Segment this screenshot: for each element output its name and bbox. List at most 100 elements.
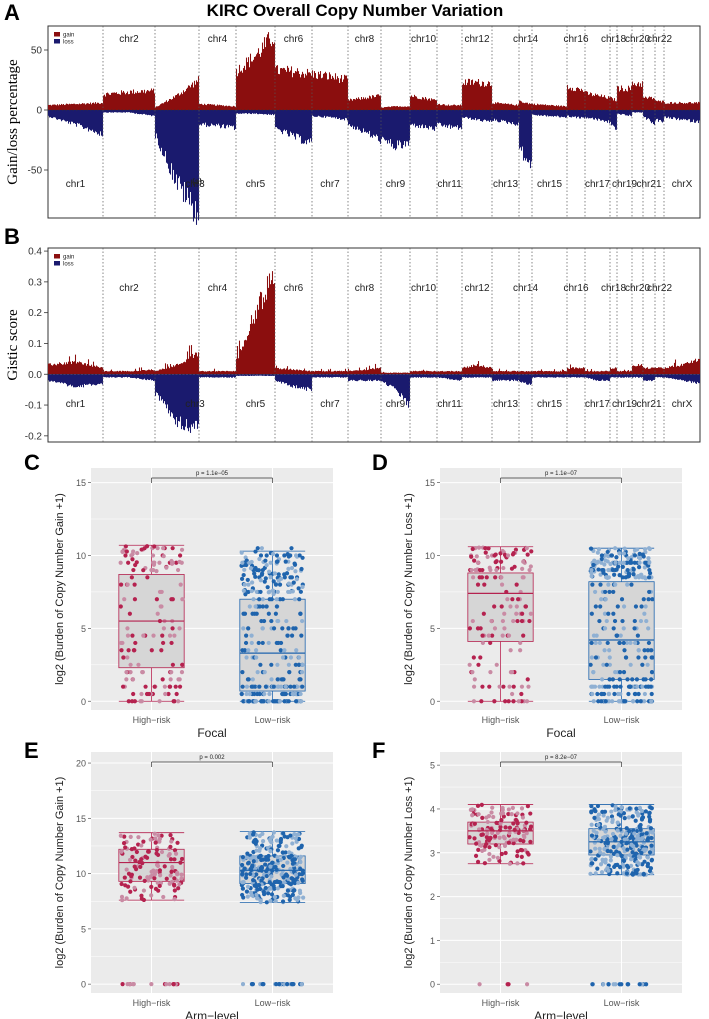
data-point [242,611,248,616]
data-point [637,551,642,556]
chr-label-chr10: chr10 [411,283,436,294]
chr-label-chr8: chr8 [355,34,375,45]
data-point [170,560,175,565]
data-point [284,618,289,624]
chr-label-chrX: chrX [672,399,693,410]
data-point [264,562,269,568]
data-point [589,861,594,866]
data-point [282,699,287,704]
data-point [518,648,523,653]
data-point [291,982,296,987]
data-point [177,684,183,689]
data-point [599,560,604,565]
data-point [520,575,525,580]
data-point [476,545,482,550]
data-point [149,982,154,987]
data-point [605,848,610,854]
data-point [618,633,623,638]
data-point [168,844,173,849]
data-point [142,878,147,883]
data-point [175,567,181,573]
y-tick-label: 3 [430,848,435,858]
panel-letter-C: C [24,450,40,475]
data-point [494,662,499,667]
data-point [280,868,285,874]
data-point [168,873,173,878]
data-point [258,846,263,851]
data-point [285,552,290,557]
data-point [267,691,272,697]
data-point [244,684,250,689]
data-point [603,699,608,704]
chr-label-chr9: chr9 [386,179,406,190]
data-point [266,845,271,851]
data-point [259,857,264,863]
data-point [245,677,251,682]
data-point [157,883,162,889]
data-point [603,829,608,834]
data-point [300,584,305,590]
data-point [519,684,525,689]
data-point [282,880,287,885]
data-point [247,699,252,704]
data-point [636,655,641,660]
data-point [628,857,634,862]
data-point [260,597,265,602]
data-point [610,817,615,822]
data-point [621,551,627,556]
data-point [273,611,278,616]
data-point [607,655,612,660]
data-point [283,684,288,689]
data-point [281,893,286,898]
data-point [498,824,503,830]
chr-label-chr14: chr14 [513,34,538,45]
data-point [175,870,180,876]
data-point [627,853,633,858]
data-point [641,677,646,682]
data-point [642,547,648,552]
data-point [250,677,255,682]
data-point [487,857,492,862]
y-tick-label: 15 [76,814,86,824]
data-point [155,546,160,551]
data-point [241,572,246,578]
data-point [140,669,145,675]
data-point [275,589,280,595]
data-point [528,564,533,569]
data-point [601,852,606,857]
chr-label-chr17: chr17 [585,179,610,190]
data-point [281,691,287,697]
data-point [596,567,601,572]
data-point [257,597,262,602]
data-point [499,604,504,609]
data-point [136,842,141,847]
data-point [632,626,637,631]
data-point [610,831,616,837]
data-point [521,633,526,638]
data-point [161,546,166,551]
data-point [126,648,131,653]
data-point [588,871,593,876]
data-point [298,589,303,594]
data-point [249,640,254,646]
data-point [633,818,638,823]
data-point [254,655,259,660]
data-point [606,868,611,873]
data-point [604,662,609,667]
data-point [612,618,618,624]
data-point [126,699,131,704]
data-point [639,604,644,609]
chr-label-chrX: chrX [672,179,693,190]
data-point [502,626,507,631]
data-point [292,831,297,837]
data-point [589,574,594,579]
data-point [633,841,638,846]
data-point [269,597,274,602]
data-point [521,861,526,866]
data-point [613,567,618,573]
data-point [607,648,612,653]
data-point [647,589,652,595]
data-point [514,582,519,587]
data-point [591,669,596,675]
data-point [161,626,166,631]
